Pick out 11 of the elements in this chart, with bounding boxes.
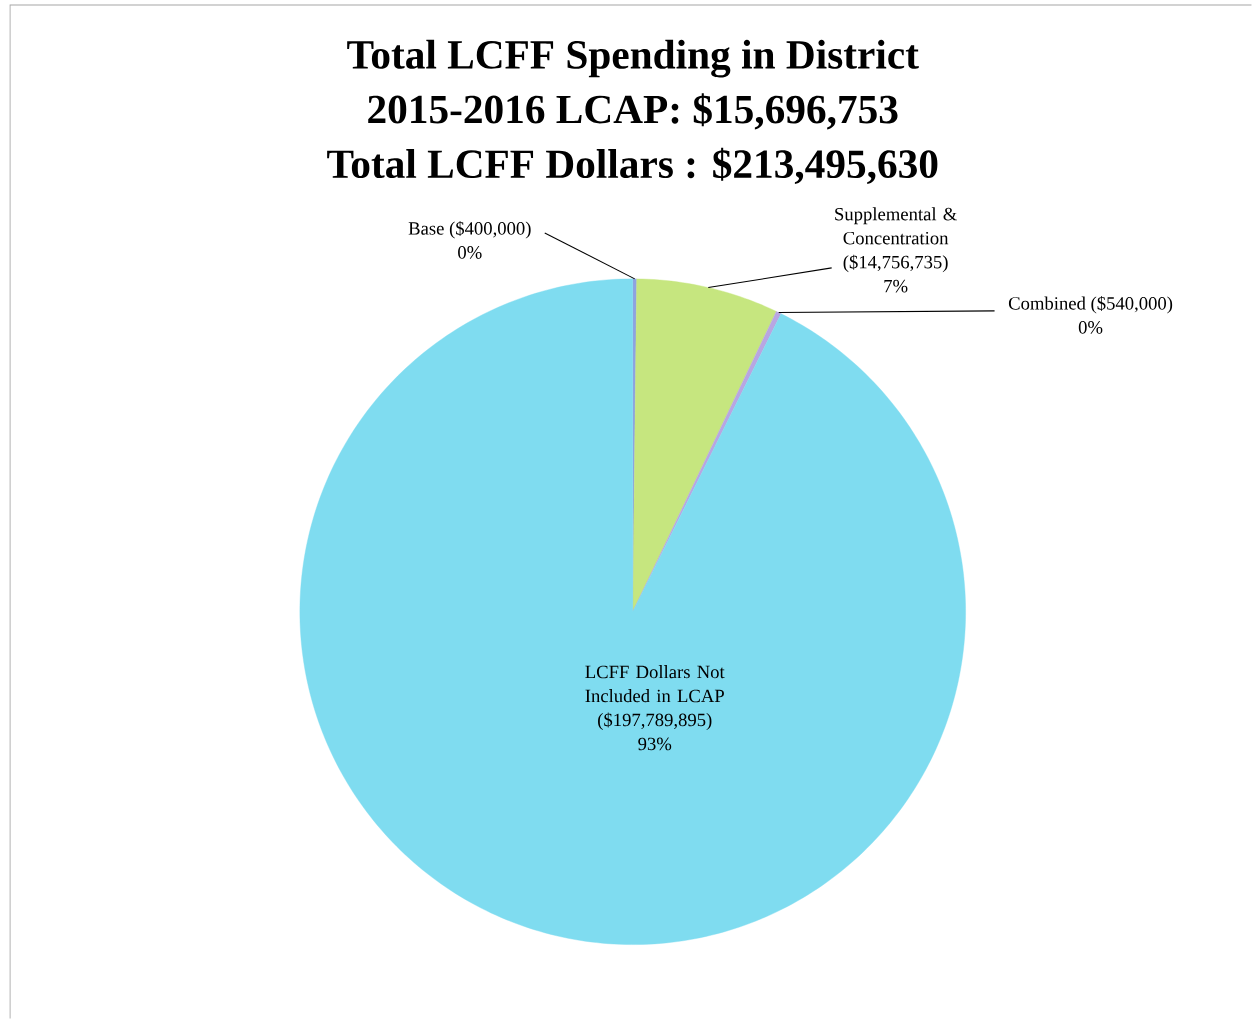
slice-label: LCFF Dollars Not Included in LCAP ($197,789,895) (585, 665, 725, 730)
chart-title: Total LCFF Spending in District (347, 39, 919, 78)
data-label: 7% (884, 279, 908, 293)
data-label: 93% (638, 737, 672, 751)
slice-label: Combined ($540,000) (1008, 295, 1173, 314)
slice-label: Supplemental & Concentration ($14,756,735) (835, 207, 957, 273)
chart-subtitle: 2015-2016 LCAP: $15,696,753 (368, 93, 898, 130)
data-label: 0% (458, 246, 482, 259)
data-label: 0% (1078, 321, 1103, 334)
text: Total LCFF Dollars : $213,495,630 (327, 147, 938, 185)
slice-label: Base ($400,000) (408, 220, 531, 239)
